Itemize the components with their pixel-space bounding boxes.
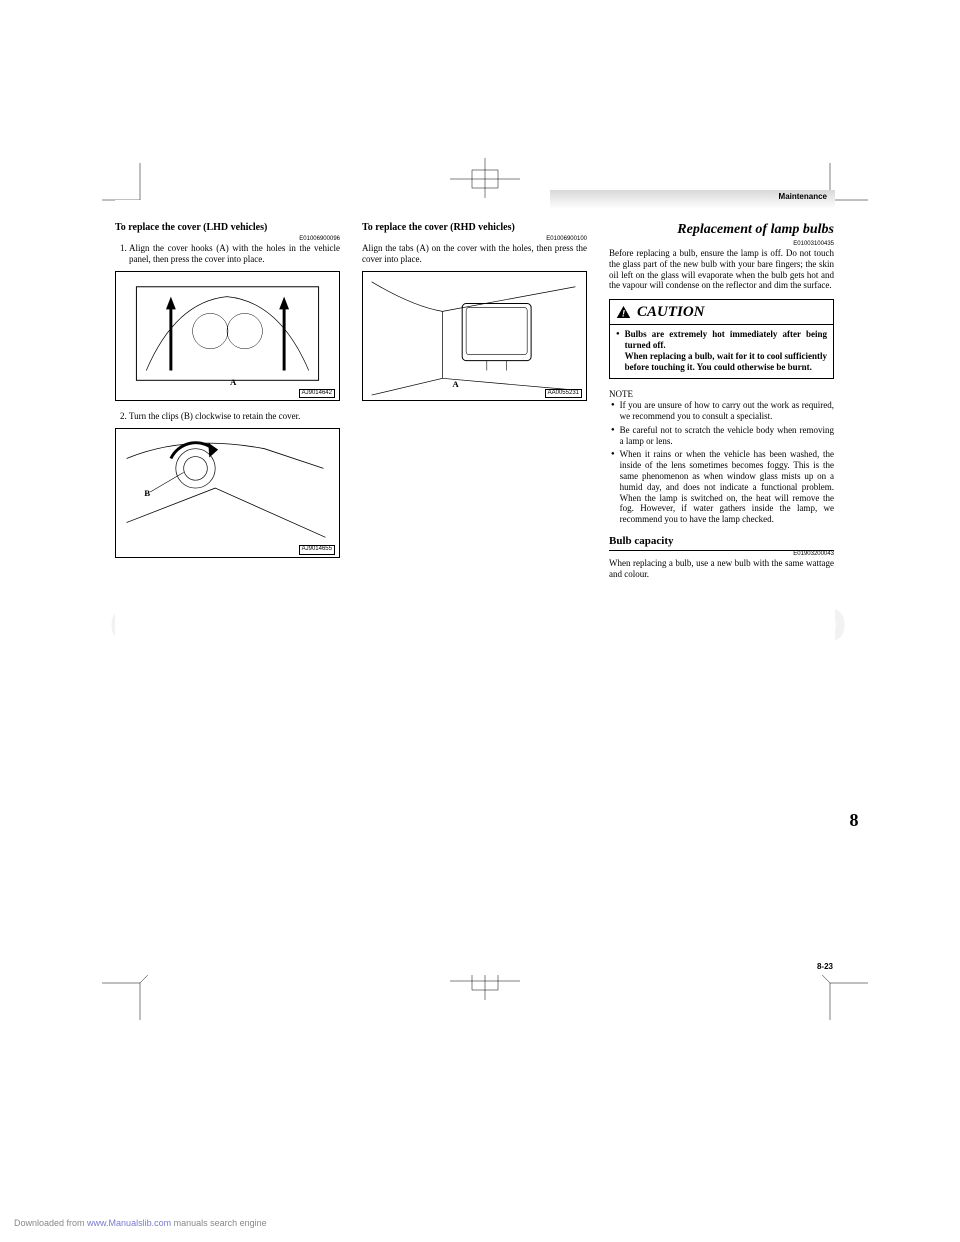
page-number: 8-23 — [817, 962, 833, 971]
replacement-title: Replacement of lamp bulbs — [609, 222, 834, 239]
warning-triangle-icon: ! — [616, 305, 631, 319]
figure-lhd-clips: B AJ9014655 — [115, 428, 340, 558]
col1-code: E01006900096 — [115, 236, 340, 243]
caution-box: ! CAUTION Bulbs are extremely hot immedi… — [609, 299, 834, 379]
note-1: If you are unsure of how to carry out th… — [620, 400, 834, 422]
svg-text:A: A — [452, 379, 459, 389]
caution-line2: When replacing a bulb, wait for it to co… — [625, 351, 827, 372]
note-label: NOTE — [609, 389, 834, 400]
svg-text:B: B — [144, 488, 150, 498]
col3-para1: Before replacing a bulb, ensure the lamp… — [609, 248, 834, 291]
fig3-code: AA0055231 — [545, 389, 582, 398]
bulb-capacity-heading: Bulb capacity — [609, 535, 834, 551]
caution-line1: Bulbs are extremely hot immediately afte… — [625, 329, 827, 350]
col2-code: E01006900100 — [362, 236, 587, 243]
note-3: When it rains or when the vehicle has be… — [620, 449, 834, 525]
svg-text:!: ! — [622, 309, 625, 319]
column-right: Replacement of lamp bulbs E01003100435 B… — [609, 222, 834, 584]
figure-lhd-hooks: A AJ9014642 — [115, 271, 340, 401]
col2-para: Align the tabs (A) on the cover with the… — [362, 243, 587, 265]
fig2-code: AJ9014655 — [299, 545, 335, 554]
footer-post: manuals search engine — [171, 1218, 267, 1228]
col1-heading: To replace the cover (LHD vehicles) — [115, 222, 340, 234]
download-footer: Downloaded from www.Manualslib.com manua… — [14, 1218, 267, 1228]
column-left: To replace the cover (LHD vehicles) E010… — [115, 222, 340, 584]
chapter-number: 8 — [841, 810, 867, 831]
col3-code1: E01003100435 — [609, 241, 834, 248]
footer-link[interactable]: www.Manualslib.com — [87, 1218, 171, 1228]
content-columns: To replace the cover (LHD vehicles) E010… — [115, 200, 835, 584]
figure-rhd: A AA0055231 — [362, 271, 587, 401]
fig1-code: AJ9014642 — [299, 389, 335, 398]
svg-text:A: A — [230, 377, 237, 387]
manual-page: Maintenance To replace the cover (LHD ve… — [115, 200, 835, 975]
col3-para2: When replacing a bulb, use a new bulb wi… — [609, 558, 834, 580]
section-header: Maintenance — [550, 190, 835, 209]
note-2: Be careful not to scratch the vehicle bo… — [620, 425, 834, 447]
col2-heading: To replace the cover (RHD vehicles) — [362, 222, 587, 234]
column-middle: To replace the cover (RHD vehicles) E010… — [362, 222, 587, 584]
caution-header: ! CAUTION — [610, 300, 833, 325]
col1-step1: Align the cover hooks (A) with the holes… — [129, 243, 340, 265]
col3-code2: E01903200043 — [609, 551, 834, 558]
caution-label: CAUTION — [637, 303, 705, 321]
footer-pre: Downloaded from — [14, 1218, 87, 1228]
col1-step2: Turn the clips (B) clockwise to retain t… — [129, 411, 340, 422]
